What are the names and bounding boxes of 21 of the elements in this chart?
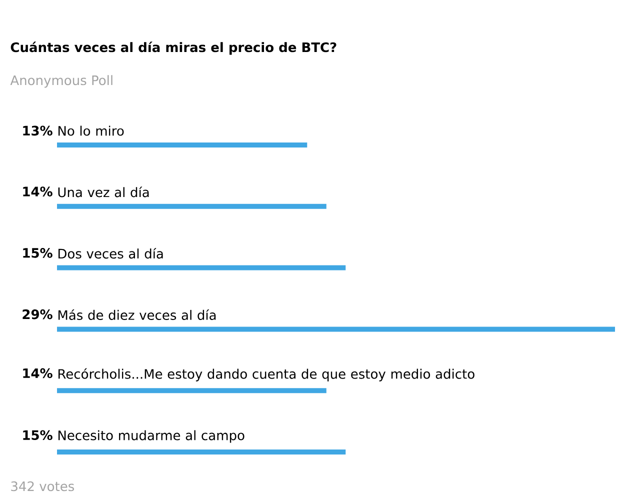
bar <box>57 142 308 148</box>
data-label: 29% <box>22 309 52 320</box>
data-label: 14% <box>23 368 52 378</box>
data-label: 14% <box>23 186 52 196</box>
chart-title: Cuántas veces al día miras el precio de BTC? <box>10 42 336 55</box>
y-tick-label: Dos veces al día <box>58 248 163 259</box>
data-label: 15% <box>23 248 52 258</box>
y-tick-label: Necesito mudarme al campo <box>58 430 244 443</box>
bar <box>57 326 616 332</box>
bar <box>57 388 326 394</box>
data-label: 15% <box>23 430 52 440</box>
bar <box>57 204 326 209</box>
bar <box>57 449 346 454</box>
chart-subtitle: Anonymous Poll <box>10 75 112 88</box>
text: 342 votes <box>11 481 74 492</box>
y-tick-label: Más de diez veces al día <box>58 309 216 320</box>
data-label: 13% <box>23 126 52 136</box>
y-tick-label: No lo miro <box>58 126 124 136</box>
y-tick-label: Una vez al día <box>58 186 149 198</box>
bar <box>57 265 346 270</box>
y-tick-label: Recórcholis...Me estoy dando cuenta de que estoy medio adicto <box>58 368 474 382</box>
